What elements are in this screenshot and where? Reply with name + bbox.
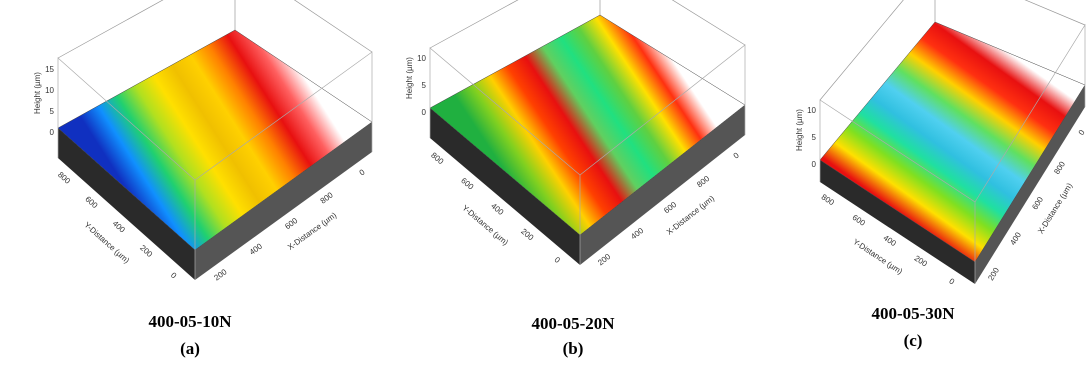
x-tick-label: 0 [732, 150, 741, 160]
panel-caption: 400-05-20N [531, 314, 615, 333]
z-axis-label: Height (µm) [795, 109, 804, 151]
panel-caption: 400-05-10N [148, 312, 232, 331]
z-tick-label: 10 [807, 106, 816, 115]
y-tick-label: 600 [83, 195, 99, 211]
x-tick-label: 200 [986, 266, 1001, 283]
y-tick-label: 200 [913, 254, 930, 269]
panel-caption: 400-05-30N [871, 304, 955, 323]
x-tick-label: 600 [283, 216, 300, 231]
y-tick-label: 400 [489, 201, 505, 217]
x-tick-label: 0 [358, 167, 367, 177]
x-tick-label: 200 [212, 267, 229, 282]
x-tick-label: 800 [695, 174, 711, 190]
z-tick-label: 5 [812, 133, 817, 142]
surface-plot: 10 5 0 Height (µm) 800 600 400 200 0 Y-Distance (… [795, 0, 1087, 287]
z-axis-label: Height (µm) [33, 72, 42, 114]
x-tick-label: 800 [1052, 159, 1067, 176]
x-tick-label: 200 [596, 252, 612, 268]
x-tick-label: 0 [1077, 128, 1087, 137]
y-axis-label: Y-Distance (µm) [851, 237, 904, 276]
y-tick-label: 200 [519, 227, 535, 243]
z-axis-label: Height (µm) [405, 57, 414, 99]
figure: 15 10 5 0 Height (µm) 800 600 400 200 0 Y-Distance… [0, 0, 1092, 365]
y-tick-label: 400 [111, 219, 127, 235]
z-tick-label: 10 [417, 54, 426, 63]
z-tick-label: 10 [45, 86, 54, 95]
panel-label: (b) [563, 339, 584, 358]
z-tick-label: 15 [45, 65, 54, 74]
z-tick-label: 5 [422, 81, 427, 90]
x-tick-label: 400 [248, 241, 265, 256]
z-tick-label: 0 [812, 160, 817, 169]
y-tick-label: 800 [429, 151, 445, 167]
panel-label: (c) [904, 331, 923, 350]
surface [430, 15, 745, 235]
z-tick-label: 0 [50, 128, 55, 137]
x-axis-label: X-Distance (µm) [1036, 181, 1074, 235]
y-tick-label: 0 [947, 276, 956, 286]
x-tick-label: 400 [1008, 230, 1023, 247]
z-tick-label: 0 [422, 108, 427, 117]
y-tick-label: 0 [553, 255, 563, 265]
z-tick-label: 5 [50, 107, 55, 116]
x-tick-label: 800 [319, 190, 336, 205]
x-tick-label: 600 [1030, 195, 1045, 212]
y-tick-label: 600 [459, 176, 475, 192]
panel-label: (a) [180, 339, 200, 358]
y-tick-label: 200 [138, 243, 154, 259]
x-tick-label: 400 [629, 226, 645, 242]
x-tick-label: 600 [662, 200, 678, 216]
y-tick-label: 0 [169, 271, 179, 281]
y-tick-label: 600 [851, 213, 868, 228]
y-tick-label: 800 [56, 170, 72, 186]
y-tick-label: 400 [882, 233, 899, 248]
y-tick-label: 800 [820, 192, 837, 207]
